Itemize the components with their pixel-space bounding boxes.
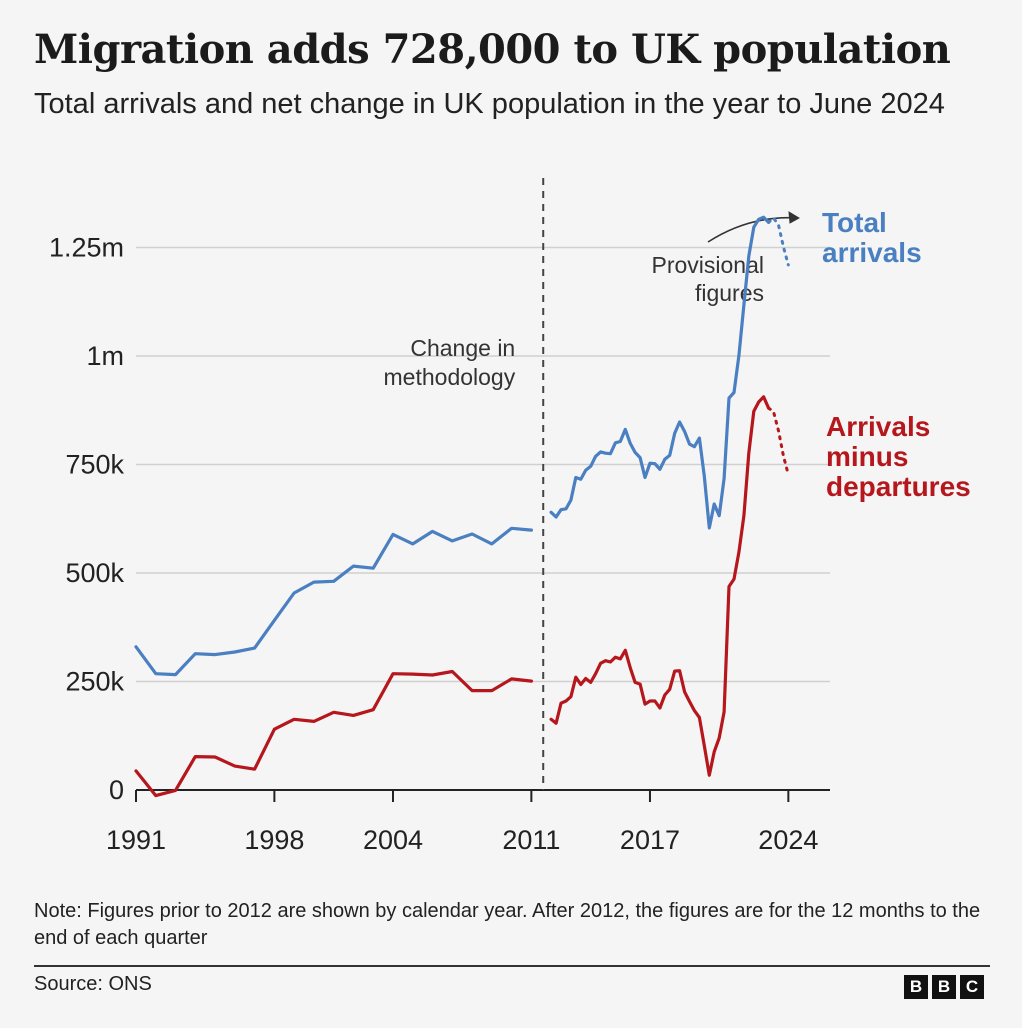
x-tick-label: 2004 <box>363 825 423 855</box>
x-tick-label: 1998 <box>244 825 304 855</box>
bbc-logo: B B C <box>904 975 984 999</box>
y-tick-label: 1m <box>86 341 124 371</box>
provisional-label: figures <box>695 280 764 306</box>
total_arrivals-label: arrivals <box>822 237 922 268</box>
x-tick-label: 2017 <box>620 825 680 855</box>
methodology-label: methodology <box>384 364 516 390</box>
y-tick-label: 750k <box>65 450 124 480</box>
footer-divider <box>34 965 990 967</box>
axes: 0 250k 500k 750k 1m 1.25m 1991 1998 2004 2011 2017… <box>49 233 830 855</box>
chart-note: Note: Figures prior to 2012 are shown by… <box>34 900 981 949</box>
provisional-arrow <box>707 216 799 243</box>
gridlines <box>136 246 830 683</box>
x-tick-label: 2024 <box>758 825 818 855</box>
total_arrivals-line-provisional <box>767 216 790 267</box>
total_arrivals-line <box>549 215 771 530</box>
net_migration-label: minus <box>826 441 908 472</box>
net_migration-label: Arrivals <box>826 411 930 442</box>
bbc-logo-block: B <box>904 975 928 999</box>
y-tick-label: 250k <box>65 667 124 697</box>
total_arrivals-line <box>134 526 533 677</box>
total_arrivals-label: Total <box>822 207 887 238</box>
x-tick-label: 1991 <box>106 825 166 855</box>
methodology-label: Change in <box>410 335 515 361</box>
net_migration-line <box>549 395 771 777</box>
series-lines <box>134 215 790 798</box>
chart-subtitle: Total arrivals and net change in UK popu… <box>34 88 945 120</box>
net_migration-line-provisional <box>767 406 790 476</box>
provisional-arrowhead <box>788 211 800 224</box>
net_migration-label: departures <box>826 471 971 502</box>
chart-title: Migration adds 728,000 to UK population <box>34 26 951 73</box>
provisional-label: Provisional <box>652 252 765 278</box>
bbc-logo-block: C <box>960 975 984 999</box>
bbc-logo-block: B <box>932 975 956 999</box>
y-tick-label: 500k <box>65 558 124 588</box>
y-tick-label: 1.25m <box>49 233 124 263</box>
line-chart: 0 250k 500k 750k 1m 1.25m 1991 1998 2004 2011 2017… <box>49 178 971 855</box>
source-label: Source: ONS <box>34 973 152 995</box>
net_migration-line <box>134 669 533 798</box>
x-tick-label: 2011 <box>502 825 560 855</box>
y-tick-label: 0 <box>109 775 124 805</box>
